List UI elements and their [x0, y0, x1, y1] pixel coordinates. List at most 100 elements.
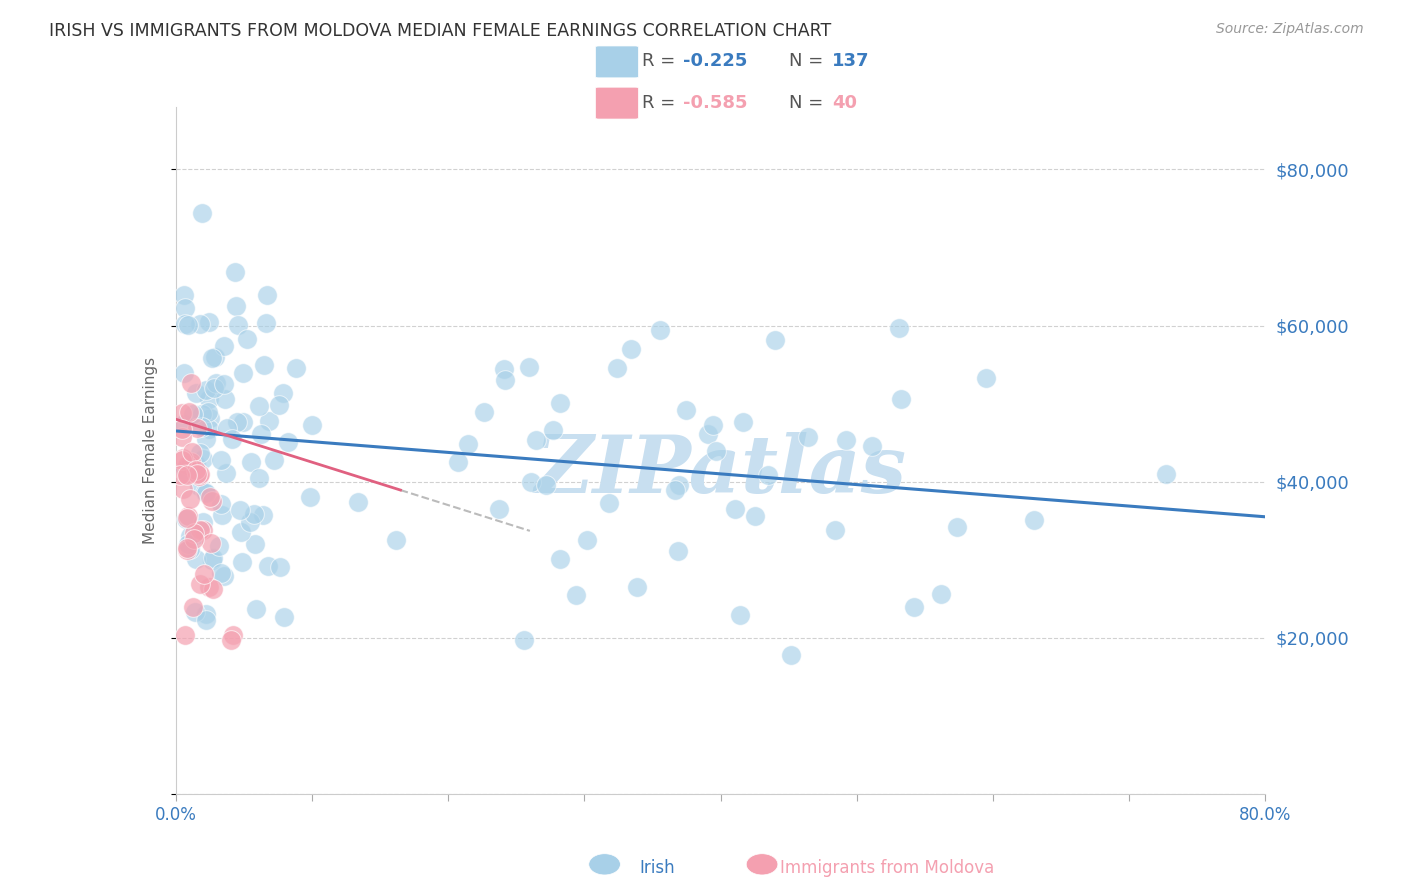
Point [256, 287, 278, 301]
Point [492, 362, 515, 376]
Text: 40: 40 [832, 95, 856, 112]
Point [188, 524, 211, 538]
Point [252, 508, 274, 523]
Point [724, 502, 747, 516]
Point [197, 405, 219, 419]
Point [301, 417, 323, 432]
FancyBboxPatch shape [596, 46, 638, 78]
Point [184, 605, 207, 619]
Point [205, 376, 228, 391]
Point [186, 386, 208, 401]
Point [172, 453, 194, 467]
Point [254, 316, 277, 330]
Text: Source: ZipAtlas.com: Source: ZipAtlas.com [1216, 22, 1364, 37]
Point [488, 502, 510, 516]
Point [606, 361, 628, 376]
Point [696, 426, 718, 441]
Point [1022, 513, 1045, 527]
Point [177, 405, 200, 419]
Point [187, 479, 209, 493]
Point [179, 541, 201, 556]
Point [214, 392, 236, 406]
Point [209, 498, 232, 512]
Point [860, 439, 883, 453]
Point [180, 376, 202, 390]
Point [176, 458, 198, 472]
Point [648, 323, 671, 337]
Point [174, 301, 197, 316]
Point [240, 455, 263, 469]
Ellipse shape [589, 854, 620, 875]
Ellipse shape [747, 854, 778, 875]
Point [188, 317, 211, 331]
Point [176, 537, 198, 551]
Point [249, 470, 271, 484]
Point [186, 458, 208, 472]
Text: 137: 137 [832, 52, 869, 70]
Point [763, 333, 786, 347]
Point [174, 512, 197, 526]
Point [598, 495, 620, 509]
Point [173, 464, 195, 478]
Point [457, 437, 479, 451]
Point [170, 422, 193, 436]
FancyBboxPatch shape [596, 87, 638, 119]
Point [225, 299, 247, 313]
Point [201, 494, 224, 508]
Point [229, 503, 252, 517]
Text: N =: N = [789, 52, 828, 70]
Point [890, 392, 912, 407]
Point [172, 450, 194, 465]
Point [194, 432, 217, 446]
Point [385, 533, 408, 548]
Point [187, 469, 209, 483]
Point [173, 417, 195, 432]
Point [219, 632, 242, 647]
Point [176, 511, 198, 525]
Point [198, 315, 221, 329]
Point [824, 523, 846, 537]
Point [201, 582, 224, 597]
Text: -0.585: -0.585 [683, 95, 748, 112]
Point [284, 361, 307, 376]
Point [267, 398, 290, 412]
Point [273, 610, 295, 624]
Point [176, 541, 198, 556]
Point [250, 426, 273, 441]
Point [243, 537, 266, 551]
Point [494, 374, 516, 388]
Point [209, 566, 232, 580]
Point [728, 607, 751, 622]
Point [620, 342, 643, 356]
Point [195, 607, 218, 621]
Point [263, 453, 285, 467]
Point [200, 536, 222, 550]
Point [347, 494, 370, 508]
Point [212, 376, 235, 391]
Point [229, 524, 252, 539]
Point [221, 432, 243, 446]
Point [202, 380, 225, 394]
Point [186, 528, 208, 542]
Point [215, 466, 238, 480]
Point [231, 556, 253, 570]
Point [173, 366, 195, 380]
Text: Immigrants from Moldova: Immigrants from Moldova [780, 859, 994, 877]
Point [226, 318, 249, 333]
Point [931, 587, 953, 601]
Point [212, 339, 235, 353]
Point [191, 515, 214, 529]
Point [183, 525, 205, 540]
Point [184, 551, 207, 566]
Point [191, 523, 214, 537]
Point [519, 475, 541, 490]
Point [198, 411, 221, 425]
Point [188, 467, 211, 482]
Point [174, 467, 197, 481]
Point [181, 445, 204, 459]
Point [245, 602, 267, 616]
Point [188, 446, 211, 460]
Point [835, 433, 858, 447]
Point [197, 580, 219, 594]
Point [179, 491, 201, 506]
